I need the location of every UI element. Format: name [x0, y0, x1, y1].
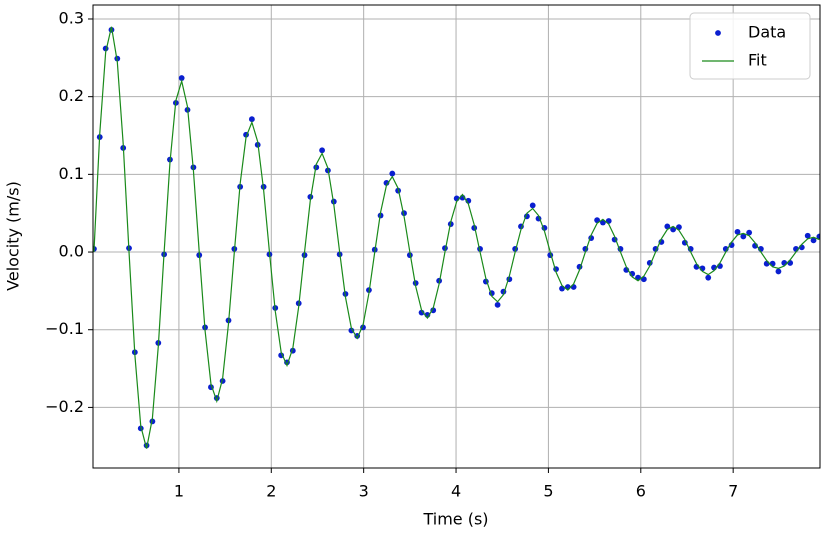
x-axis-label: Time (s): [422, 510, 488, 529]
legend-label: Data: [748, 23, 786, 42]
data-point: [664, 223, 671, 230]
data-point: [763, 260, 770, 267]
plot-frame: [92, 4, 821, 469]
data-point: [178, 75, 185, 81]
data-point: [734, 228, 741, 235]
y-tick-label: 0.2: [59, 86, 84, 105]
data-point: [248, 116, 255, 123]
x-tick-label: 7: [728, 482, 738, 501]
plot-area: [93, 26, 820, 449]
x-tick-label: 2: [266, 482, 276, 501]
data-point: [389, 170, 396, 177]
y-tick-label: 0.1: [59, 164, 84, 183]
y-tick-label: 0.0: [59, 242, 84, 261]
x-tick-label: 1: [174, 482, 184, 501]
data-point: [348, 327, 355, 334]
x-tick-label: 4: [451, 482, 461, 501]
y-tick-label: −0.1: [45, 319, 84, 338]
y-tick-label: 0.3: [59, 8, 84, 27]
data-point: [781, 260, 788, 266]
y-axis-label: Velocity (m/s): [4, 181, 23, 291]
data-point: [787, 260, 794, 266]
data-point: [746, 229, 753, 236]
data-point: [529, 202, 536, 209]
x-tick-label: 6: [636, 482, 646, 501]
data-point: [570, 284, 577, 290]
legend-label: Fit: [748, 51, 767, 70]
legend-swatch: [715, 30, 721, 36]
data-point: [775, 268, 782, 275]
x-tick-label: 3: [359, 482, 369, 501]
data-point: [430, 307, 437, 314]
data-point: [687, 246, 694, 252]
data-point: [810, 237, 817, 244]
data-point: [740, 233, 747, 240]
data-point: [418, 309, 425, 316]
data-point: [705, 274, 712, 281]
data-point: [804, 232, 811, 239]
y-tick-label: −0.2: [45, 397, 84, 416]
x-tick-label: 5: [543, 482, 553, 501]
data-point: [769, 260, 776, 267]
data-point: [319, 147, 325, 154]
data-point: [383, 179, 390, 186]
fit-line: [93, 26, 820, 449]
data-point: [816, 233, 820, 240]
data-point: [494, 301, 501, 308]
legend-box: [689, 12, 811, 80]
data-point: [681, 239, 688, 246]
